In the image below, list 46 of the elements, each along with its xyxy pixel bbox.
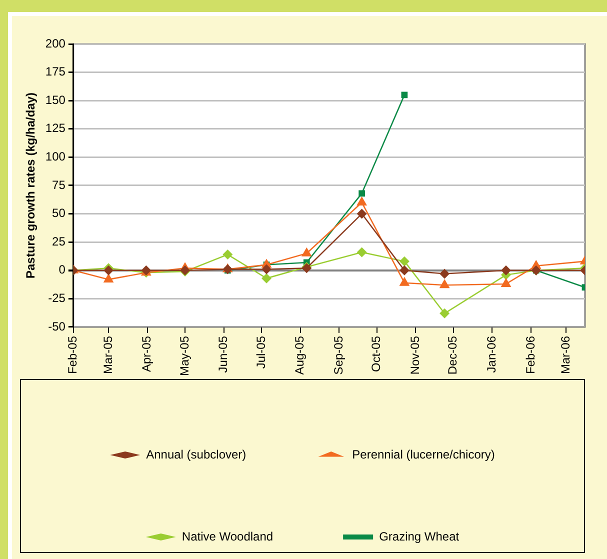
y-tick-label: -25 bbox=[48, 291, 66, 305]
legend-label: Perennial (lucerne/chicory) bbox=[352, 447, 495, 462]
legend-label: Annual (subclover) bbox=[146, 447, 246, 462]
y-tick-label: -50 bbox=[48, 319, 66, 334]
y-tick-label: 0 bbox=[58, 262, 66, 277]
x-tick-label: May-05 bbox=[177, 336, 192, 376]
x-tick-label: Mar-06 bbox=[558, 336, 573, 374]
point bbox=[501, 265, 512, 276]
x-tick-label: Aug-05 bbox=[292, 336, 307, 375]
y-tick-label: 150 bbox=[45, 92, 66, 107]
x-tick-label: Apr-05 bbox=[140, 336, 154, 372]
point bbox=[399, 276, 410, 286]
point bbox=[356, 208, 367, 219]
point bbox=[500, 278, 512, 287]
y-tick-label: 200 bbox=[45, 36, 66, 50]
x-tick-label: Feb-05 bbox=[66, 336, 80, 374]
x-tick-label: Mar-05 bbox=[100, 336, 115, 374]
x-tick-label: Sep-05 bbox=[332, 336, 346, 375]
x-tick-label: Feb-06 bbox=[523, 336, 538, 374]
point bbox=[262, 273, 272, 284]
x-tick-label: Oct-05 bbox=[369, 336, 384, 372]
y-tick-label: 50 bbox=[52, 206, 66, 220]
point bbox=[440, 268, 450, 279]
point bbox=[222, 250, 233, 260]
y-tick-label: 100 bbox=[45, 150, 66, 164]
x-tick-label: Jul-05 bbox=[254, 336, 268, 369]
point bbox=[103, 273, 114, 282]
y-tick-label: 175 bbox=[45, 64, 66, 79]
point bbox=[356, 247, 367, 258]
x-tick-label: Dec-05 bbox=[446, 336, 460, 375]
x-tick-label: Nov-05 bbox=[408, 336, 422, 375]
point bbox=[262, 264, 272, 274]
point bbox=[301, 247, 312, 256]
y-axis-title: Pasture growth rates (kg/ha/day) bbox=[24, 92, 38, 279]
y-tick-label: 125 bbox=[45, 121, 66, 136]
y-tick-label: 75 bbox=[52, 178, 66, 192]
point bbox=[440, 308, 450, 318]
legend-label: Native Woodland bbox=[182, 529, 274, 544]
x-tick-label: Jun-05 bbox=[216, 336, 230, 373]
y-tick-label: 25 bbox=[52, 234, 66, 248]
x-tick-label: Jan-06 bbox=[484, 336, 499, 373]
legend-label: Grazing Wheat bbox=[379, 529, 460, 544]
point bbox=[439, 279, 450, 288]
point bbox=[358, 190, 365, 197]
point bbox=[399, 256, 410, 266]
point bbox=[399, 265, 410, 276]
